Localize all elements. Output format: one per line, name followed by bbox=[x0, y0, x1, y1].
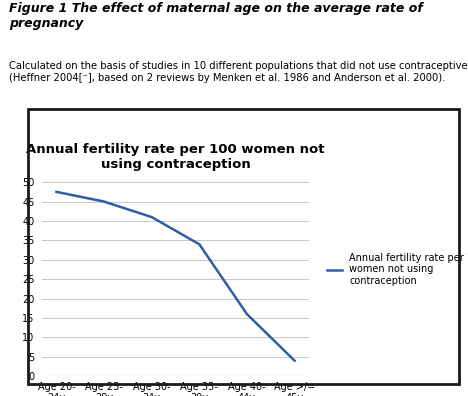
Title: Annual fertility rate per 100 women not
using contraception: Annual fertility rate per 100 women not … bbox=[26, 143, 325, 171]
Legend: Annual fertility rate per 100
women not using
contraception: Annual fertility rate per 100 women not … bbox=[327, 253, 468, 286]
Text: Figure 1 The effect of maternal age on the average rate of
pregnancy: Figure 1 The effect of maternal age on t… bbox=[9, 2, 423, 30]
Text: Calculated on the basis of studies in 10 different populations that did not use : Calculated on the basis of studies in 10… bbox=[9, 61, 468, 83]
